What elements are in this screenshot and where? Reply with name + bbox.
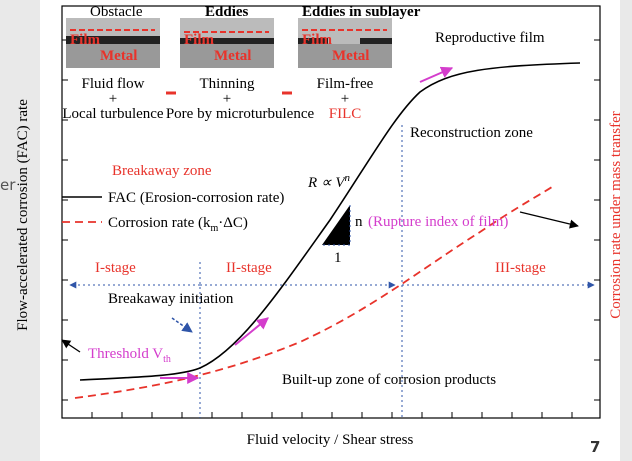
caption: FILC [329, 106, 362, 122]
legend-label: FAC (Erosion-corrosion rate) [108, 190, 284, 206]
cutoff-text: er [0, 176, 16, 194]
film: Film [184, 32, 214, 48]
caption: + [341, 91, 349, 107]
caption: Film-free [317, 76, 374, 92]
inset-top: Obstacle [90, 4, 143, 20]
caption: + [223, 91, 231, 107]
metal: Metal [332, 48, 369, 64]
label: I-stage [95, 260, 136, 276]
figure: Obstacle Film Metal Eddies Film Metal Ed… [0, 0, 632, 461]
metal: Metal [214, 48, 251, 64]
inset-top: Eddies [205, 4, 249, 20]
film: Film [302, 32, 332, 48]
label: Breakaway initiation [108, 291, 234, 307]
y-axis-label: Flow-accelerated corrosion (FAC) rate [15, 99, 31, 331]
label: (Rupture index of film) [368, 214, 508, 230]
label: Breakaway zone [112, 163, 212, 179]
label: Reproductive film [435, 30, 545, 46]
label: Built-up zone of corrosion products [282, 372, 496, 388]
caption: Pore by microturbulence [166, 106, 315, 122]
metal: Metal [100, 48, 137, 64]
equation: R ∝ Vn [307, 172, 351, 191]
film: Film [70, 32, 100, 48]
x-axis-label: Fluid velocity / Shear stress [247, 432, 414, 448]
caption: + [109, 91, 117, 107]
caption: Local turbulence [62, 106, 164, 122]
inset-top: Eddies in sublayer [302, 4, 421, 20]
label: II-stage [226, 260, 272, 276]
page-number: 7 [590, 438, 600, 456]
label: III-stage [495, 260, 546, 276]
label: 1 [334, 250, 342, 266]
caption: Fluid flow [82, 76, 145, 92]
label: Reconstruction zone [410, 125, 533, 141]
label: n [355, 214, 363, 230]
y2-axis-label: Corrosion rate under mass transfer [608, 111, 624, 318]
caption: Thinning [200, 76, 255, 92]
